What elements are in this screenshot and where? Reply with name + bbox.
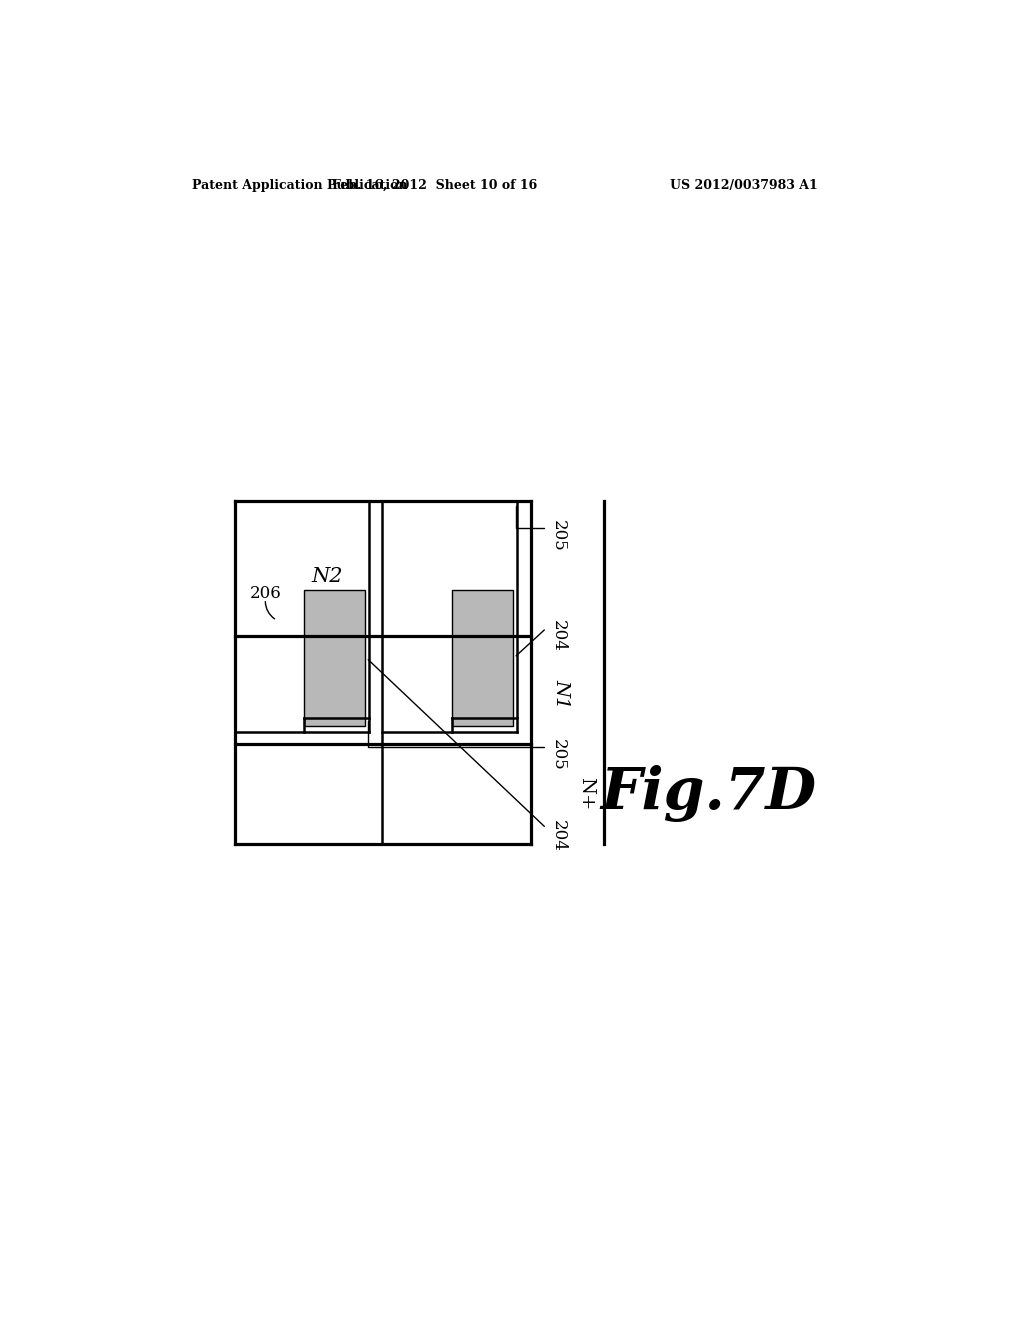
Text: 205: 205 — [550, 739, 567, 771]
Text: N2: N2 — [311, 566, 343, 586]
Text: N+: N+ — [578, 777, 595, 810]
Bar — [304, 590, 366, 726]
Text: 204: 204 — [550, 820, 567, 851]
Text: Feb. 16, 2012  Sheet 10 of 16: Feb. 16, 2012 Sheet 10 of 16 — [332, 178, 538, 191]
Bar — [234, 502, 370, 733]
Bar — [234, 502, 319, 733]
Bar — [452, 590, 513, 726]
Text: 206: 206 — [250, 585, 282, 602]
Bar — [382, 502, 517, 733]
Text: Fig.7D: Fig.7D — [600, 766, 816, 822]
Text: 205: 205 — [550, 520, 567, 552]
Text: Patent Application Publication: Patent Application Publication — [193, 178, 408, 191]
Bar — [382, 502, 467, 733]
Text: N1: N1 — [553, 678, 570, 709]
Text: US 2012/0037983 A1: US 2012/0037983 A1 — [670, 178, 817, 191]
Text: 204: 204 — [550, 620, 567, 652]
